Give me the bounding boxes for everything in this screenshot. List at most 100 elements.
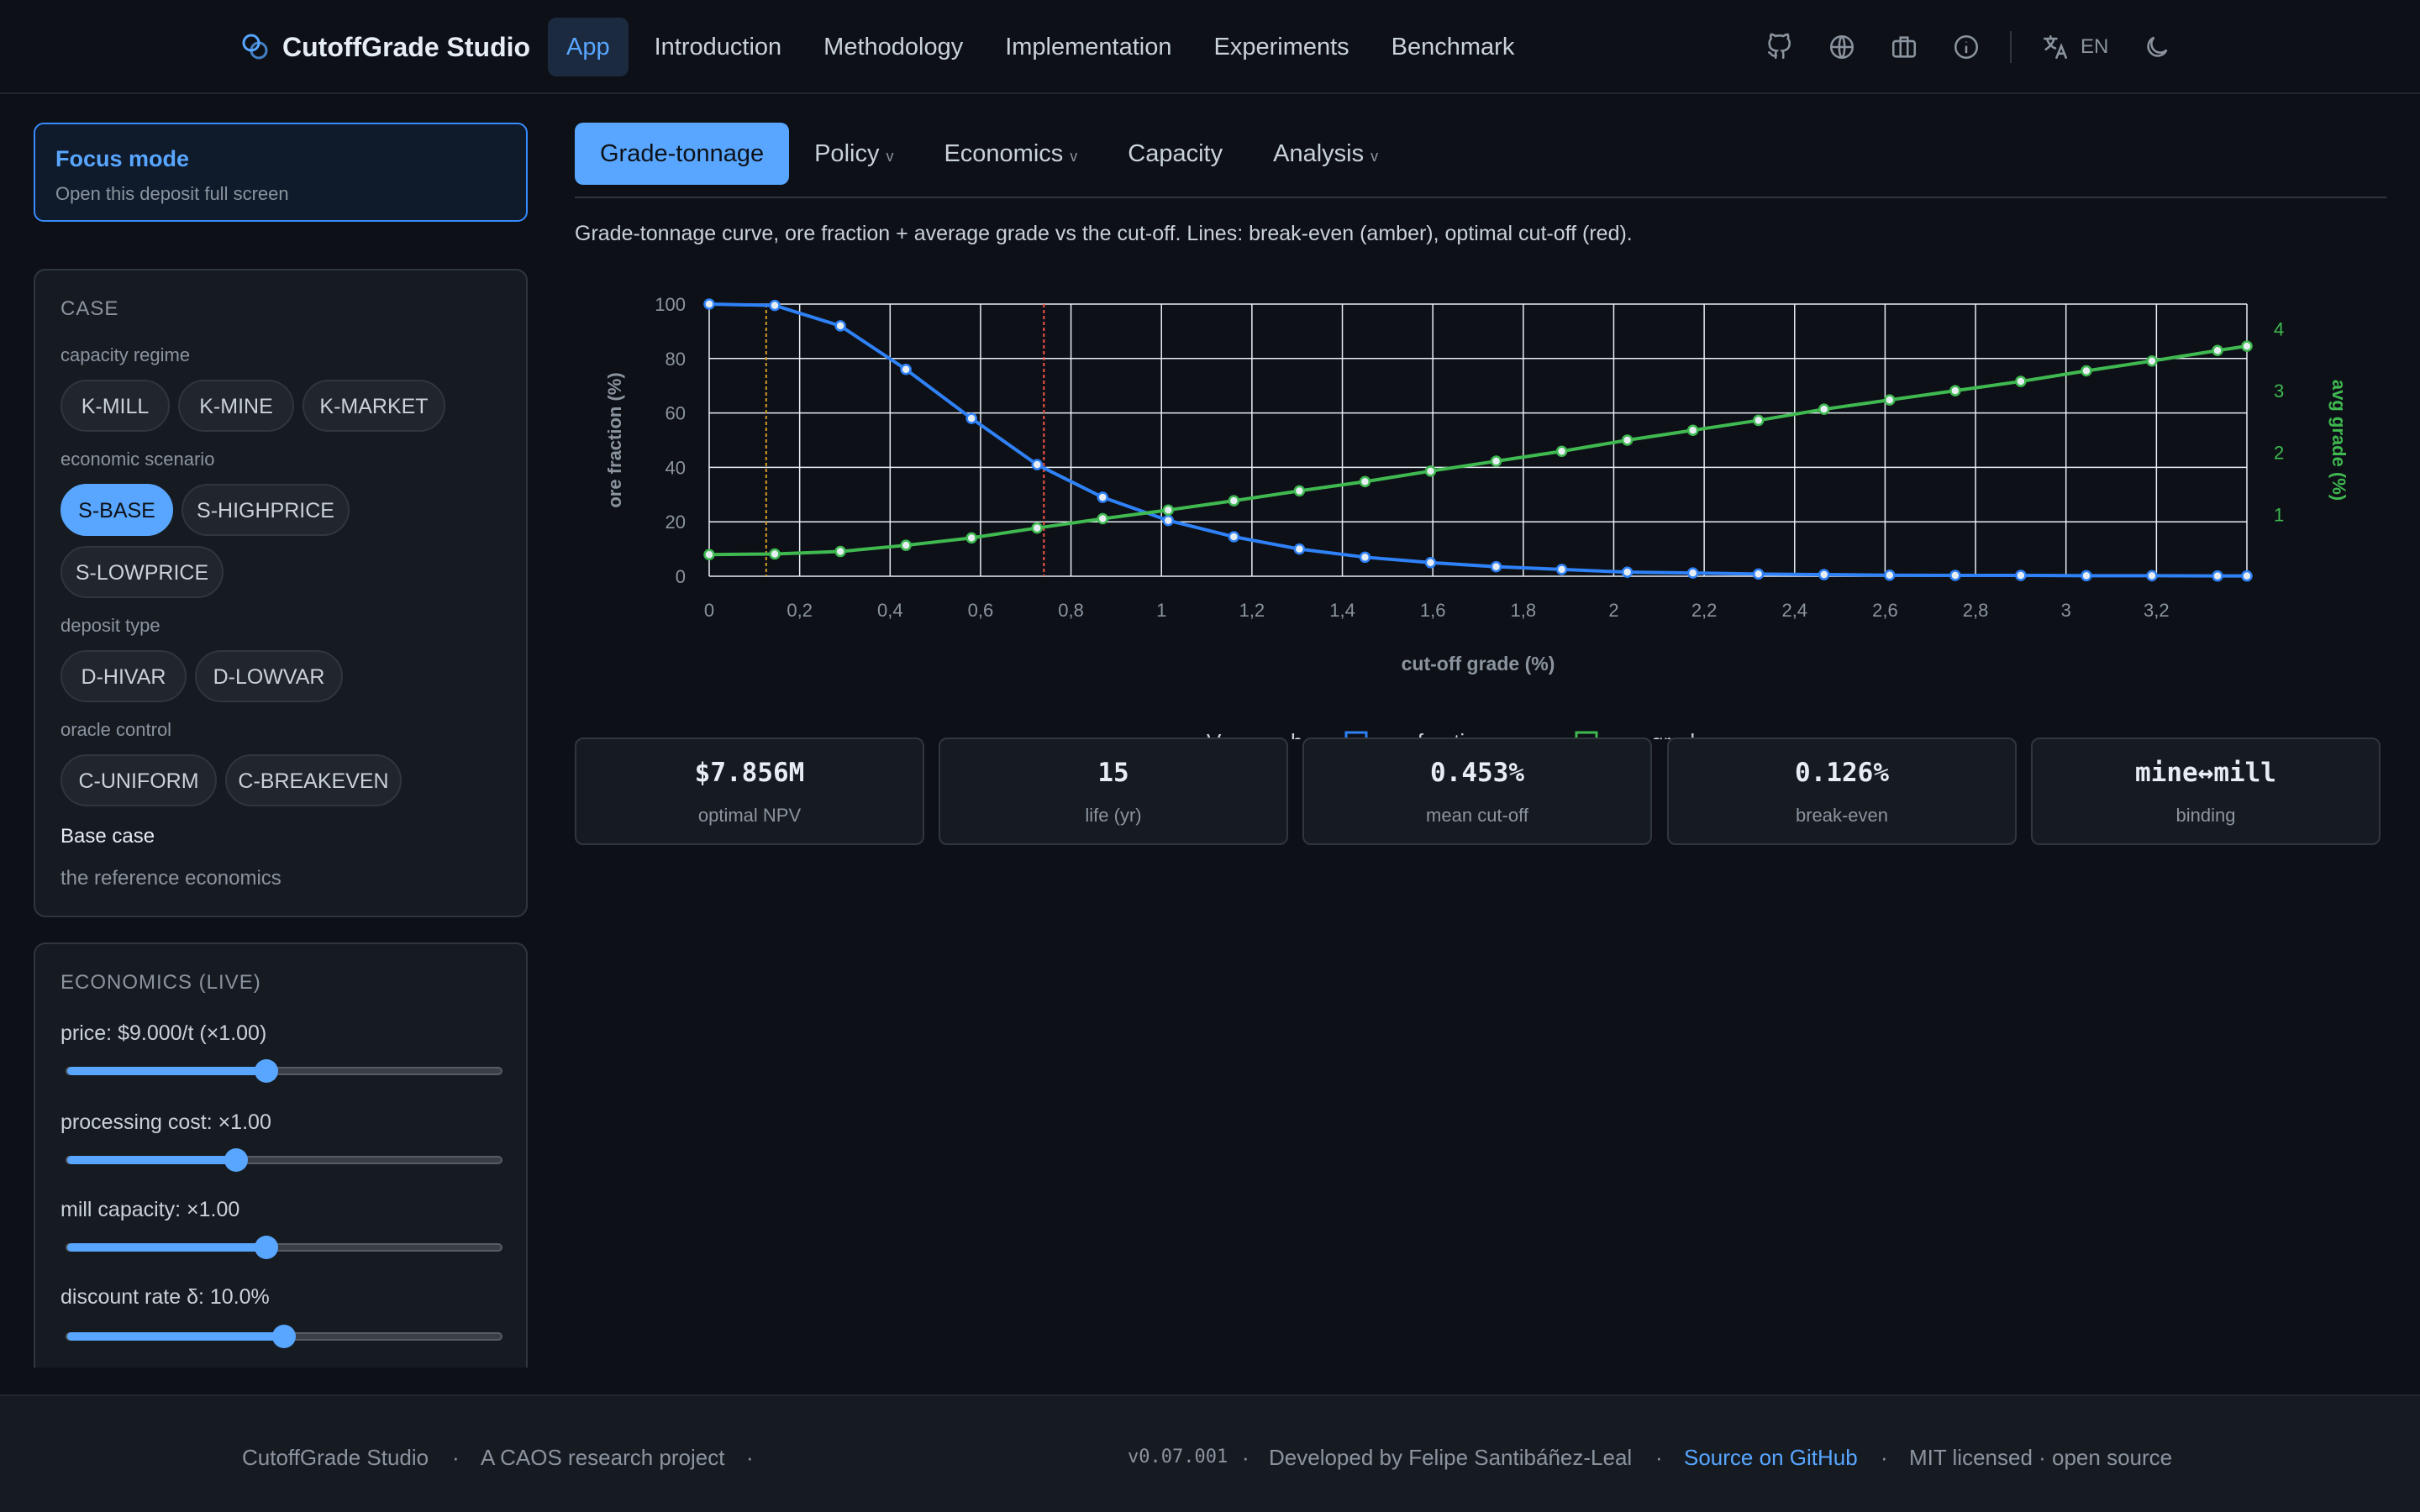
- x-tick-label: 0,6: [968, 600, 994, 621]
- case-panel: CASE capacity regime K-MILL K-MINE K-MAR…: [34, 269, 528, 917]
- chip-c-breakeven[interactable]: C-BREAKEVEN: [225, 754, 402, 806]
- footer-source-link[interactable]: Source on GitHub: [1684, 1445, 1858, 1470]
- data-point: [1162, 504, 1175, 516]
- moon-icon[interactable]: [2140, 30, 2174, 64]
- brand[interactable]: CutoffGrade Studio: [240, 27, 530, 67]
- x-tick-label: 1,6: [1420, 600, 1446, 621]
- processing-cost-slider[interactable]: [66, 1148, 502, 1172]
- data-point: [1490, 560, 1502, 573]
- data-point: [1228, 495, 1240, 507]
- globe-icon[interactable]: [1825, 30, 1859, 64]
- chip-s-highprice[interactable]: S-HIGHPRICE: [182, 484, 350, 536]
- data-point: [1097, 512, 1109, 525]
- legend-swatch-avg-grade: [1575, 731, 1598, 739]
- tab-economics-label: Economics: [944, 140, 1064, 167]
- data-point: [1162, 514, 1175, 527]
- tab-analysis[interactable]: Analysis v: [1248, 123, 1403, 185]
- chip-k-mine[interactable]: K-MINE: [178, 380, 294, 432]
- chip-d-lowvar[interactable]: D-LOWVAR: [195, 650, 343, 702]
- y-tick-label: 80: [666, 349, 686, 370]
- legend-text: V: [1207, 729, 1222, 739]
- data-point: [834, 320, 846, 332]
- data-point: [1031, 459, 1043, 470]
- tab-grade-tonnage[interactable]: Grade-tonnage: [575, 123, 790, 185]
- chip-s-base[interactable]: S-BASE: [60, 484, 173, 536]
- kpi-value: 15: [1097, 758, 1129, 788]
- y-axis-title: ore fraction (%): [604, 372, 625, 507]
- tab-economics[interactable]: Economics v: [918, 123, 1102, 185]
- kpi-value: 0.453%: [1430, 758, 1524, 788]
- header-divider: [2010, 31, 2012, 63]
- economics-panel-title: ECONOMICS (LIVE): [60, 971, 261, 994]
- nav-app[interactable]: App: [548, 18, 629, 76]
- tab-capacity-label: Capacity: [1128, 140, 1223, 167]
- nav-benchmark[interactable]: Benchmark: [1391, 34, 1515, 60]
- economics-panel: ECONOMICS (LIVE) price: $9.000/t (×1.00)…: [34, 942, 528, 1368]
- discount-rate-slider[interactable]: [66, 1325, 502, 1348]
- data-point: [2212, 570, 2223, 582]
- brand-name: CutoffGrade Studio: [282, 31, 531, 62]
- mill-capacity-slider-thumb[interactable]: [255, 1236, 279, 1259]
- data-point: [1359, 551, 1371, 564]
- data-point: [1424, 557, 1437, 569]
- chevron-down-icon: v: [886, 148, 894, 165]
- x-tick-label: 2,2: [1691, 600, 1718, 621]
- data-point: [1621, 566, 1634, 578]
- footer-developer: Developed by Felipe Santibáñez-Leal: [1269, 1445, 1633, 1470]
- data-point: [2212, 344, 2223, 356]
- kpi-card-mean-cutoff: 0.453% mean cut-off: [1302, 738, 1652, 845]
- top-navbar: CutoffGrade Studio App Introduction Meth…: [0, 0, 2420, 94]
- kpi-card-npv: $7.856M optimal NPV: [575, 738, 924, 845]
- chip-c-uniform[interactable]: C-UNIFORM: [60, 754, 217, 806]
- data-point: [1949, 570, 1961, 581]
- focus-mode-button[interactable]: Focus mode Open this deposit full screen: [34, 123, 528, 222]
- chip-s-lowprice[interactable]: S-LOWPRICE: [60, 546, 224, 598]
- price-slider-thumb[interactable]: [255, 1059, 279, 1083]
- tab-underline: [575, 197, 2386, 198]
- info-icon[interactable]: [1949, 30, 1983, 64]
- legend-text: avg grade: [1610, 729, 1707, 739]
- data-point: [900, 364, 912, 375]
- case-description: the reference economics: [60, 867, 281, 890]
- github-icon[interactable]: [1763, 30, 1797, 64]
- footer-version: v0.07.001: [1128, 1446, 1228, 1467]
- nav-introduction[interactable]: Introduction: [654, 34, 782, 60]
- language-label[interactable]: EN: [2081, 35, 2109, 58]
- chip-k-market[interactable]: K-MARKET: [302, 380, 445, 432]
- data-point: [834, 545, 846, 558]
- series-line-avg-grade: [708, 344, 2248, 557]
- translate-icon[interactable]: [2039, 30, 2072, 64]
- tab-policy-label: Policy: [814, 140, 880, 167]
- mill-capacity-slider-fill: [67, 1243, 267, 1252]
- logo-icon: [242, 34, 268, 60]
- focus-mode-subtitle: Open this deposit full screen: [55, 183, 289, 204]
- y2-axis-title: avg grade (%): [2328, 380, 2349, 501]
- data-point: [1293, 485, 1306, 497]
- price-slider-label: price: $9.000/t (×1.00): [60, 1021, 267, 1045]
- data-point: [1424, 465, 1437, 477]
- data-point: [703, 549, 715, 560]
- legend-text: b: [1291, 729, 1302, 739]
- y-tick-label: 100: [655, 294, 686, 315]
- grade-tonnage-chart[interactable]: 0 0,2 0,4 0,6 0,8 1 1,2 1,4 1,6 1,8 2 2,2 2,4 2,6 2,8 3…: [575, 269, 2407, 739]
- nav-experiments[interactable]: Experiments: [1213, 34, 1349, 60]
- tab-capacity[interactable]: Capacity: [1102, 123, 1248, 185]
- chip-k-mill[interactable]: K-MILL: [60, 380, 170, 432]
- data-point: [1490, 455, 1502, 467]
- data-point: [769, 548, 781, 560]
- nav-methodology[interactable]: Methodology: [823, 34, 964, 60]
- discount-rate-slider-thumb[interactable]: [272, 1325, 296, 1348]
- nav-implementation[interactable]: Implementation: [1005, 34, 1172, 60]
- footer-dot: ·: [452, 1445, 460, 1470]
- price-slider[interactable]: [66, 1059, 502, 1083]
- data-point: [1884, 569, 1896, 581]
- y-tick-label: 40: [666, 457, 686, 478]
- chip-d-hivar[interactable]: D-HIVAR: [60, 650, 187, 702]
- tab-policy[interactable]: Policy v: [789, 123, 918, 185]
- header-actions: EN: [1763, 30, 2174, 64]
- kpi-value: $7.856M: [694, 758, 805, 788]
- data-point: [900, 539, 912, 551]
- suitcase-icon[interactable]: [1887, 30, 1921, 64]
- processing-cost-slider-thumb[interactable]: [224, 1148, 249, 1172]
- mill-capacity-slider[interactable]: [66, 1236, 502, 1259]
